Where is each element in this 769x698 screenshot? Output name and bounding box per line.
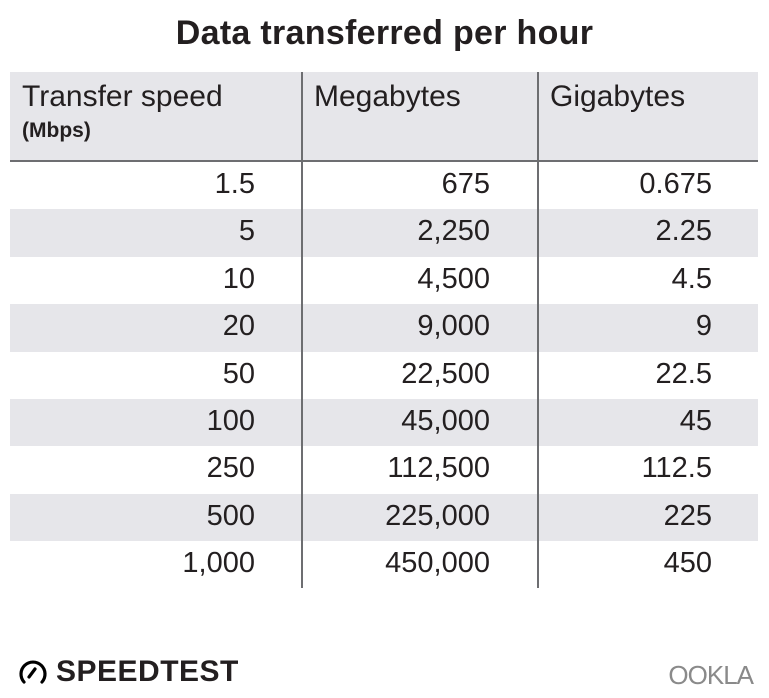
cell-speed: 20 bbox=[222, 310, 255, 343]
header-megabytes: Megabytes bbox=[314, 80, 461, 113]
cell-speed: 50 bbox=[222, 357, 255, 390]
table-row: 10 4,500 4.5 bbox=[10, 257, 758, 304]
speedometer-icon bbox=[19, 660, 47, 684]
cell-megabytes: 225,000 bbox=[385, 499, 490, 532]
cell-gigabytes: 450 bbox=[663, 547, 712, 580]
cell-megabytes: 675 bbox=[441, 168, 490, 200]
header-gigabytes: Gigabytes bbox=[550, 80, 686, 113]
table-row: 50 22,500 22.5 bbox=[10, 352, 758, 399]
cell-gigabytes: 9 bbox=[695, 310, 712, 343]
cell-speed: 250 bbox=[206, 452, 255, 485]
cell-megabytes: 112,500 bbox=[387, 452, 490, 485]
cell-gigabytes: 225 bbox=[663, 499, 712, 532]
table-row: 20 9,000 9 bbox=[10, 304, 758, 352]
table-row: 100 45,000 45 bbox=[10, 398, 758, 447]
cell-megabytes: 45,000 bbox=[401, 404, 490, 437]
cell-gigabytes: 22.5 bbox=[655, 357, 712, 390]
cell-megabytes: 450,000 bbox=[385, 547, 490, 580]
cell-gigabytes: 4.5 bbox=[671, 262, 712, 295]
header-transfer-speed-unit: (Mbps) bbox=[22, 119, 91, 142]
cell-megabytes: 4,500 bbox=[417, 262, 490, 295]
table-row: 1.5 675 0.675 bbox=[10, 162, 758, 209]
column-divider bbox=[301, 72, 303, 588]
data-table: Transfer speed (Mbps) Megabytes Gigabyte… bbox=[10, 72, 758, 589]
cell-megabytes: 9,000 bbox=[417, 310, 490, 343]
cell-speed: 500 bbox=[206, 499, 255, 532]
cell-megabytes: 2,250 bbox=[417, 215, 490, 248]
speedtest-logo: SPEEDTEST bbox=[18, 655, 239, 689]
cell-speed: 10 bbox=[222, 262, 255, 295]
cell-speed: 1.5 bbox=[214, 168, 255, 200]
cell-speed: 5 bbox=[238, 215, 255, 248]
table-row: 250 112,500 112.5 bbox=[10, 446, 758, 493]
column-divider bbox=[537, 72, 539, 588]
cell-megabytes: 22,500 bbox=[401, 357, 490, 390]
ookla-logo: OOKLA bbox=[668, 660, 754, 690]
table-row: 5 2,250 2.25 bbox=[10, 209, 758, 257]
cell-gigabytes: 0.675 bbox=[639, 168, 712, 200]
cell-gigabytes: 2.25 bbox=[655, 215, 712, 248]
table-header: Transfer speed (Mbps) Megabytes Gigabyte… bbox=[10, 72, 758, 162]
cell-speed: 100 bbox=[206, 404, 255, 437]
speedtest-wordmark: SPEEDTEST bbox=[56, 655, 239, 688]
table-row: 500 225,000 225 bbox=[10, 493, 758, 542]
table-row: 1,000 450,000 450 bbox=[10, 541, 758, 588]
chart-title: Data transferred per hour bbox=[175, 14, 594, 52]
header-transfer-speed: Transfer speed bbox=[22, 80, 223, 113]
cell-speed: 1,000 bbox=[182, 547, 255, 580]
cell-gigabytes: 45 bbox=[679, 404, 712, 437]
cell-gigabytes: 112.5 bbox=[641, 452, 712, 485]
